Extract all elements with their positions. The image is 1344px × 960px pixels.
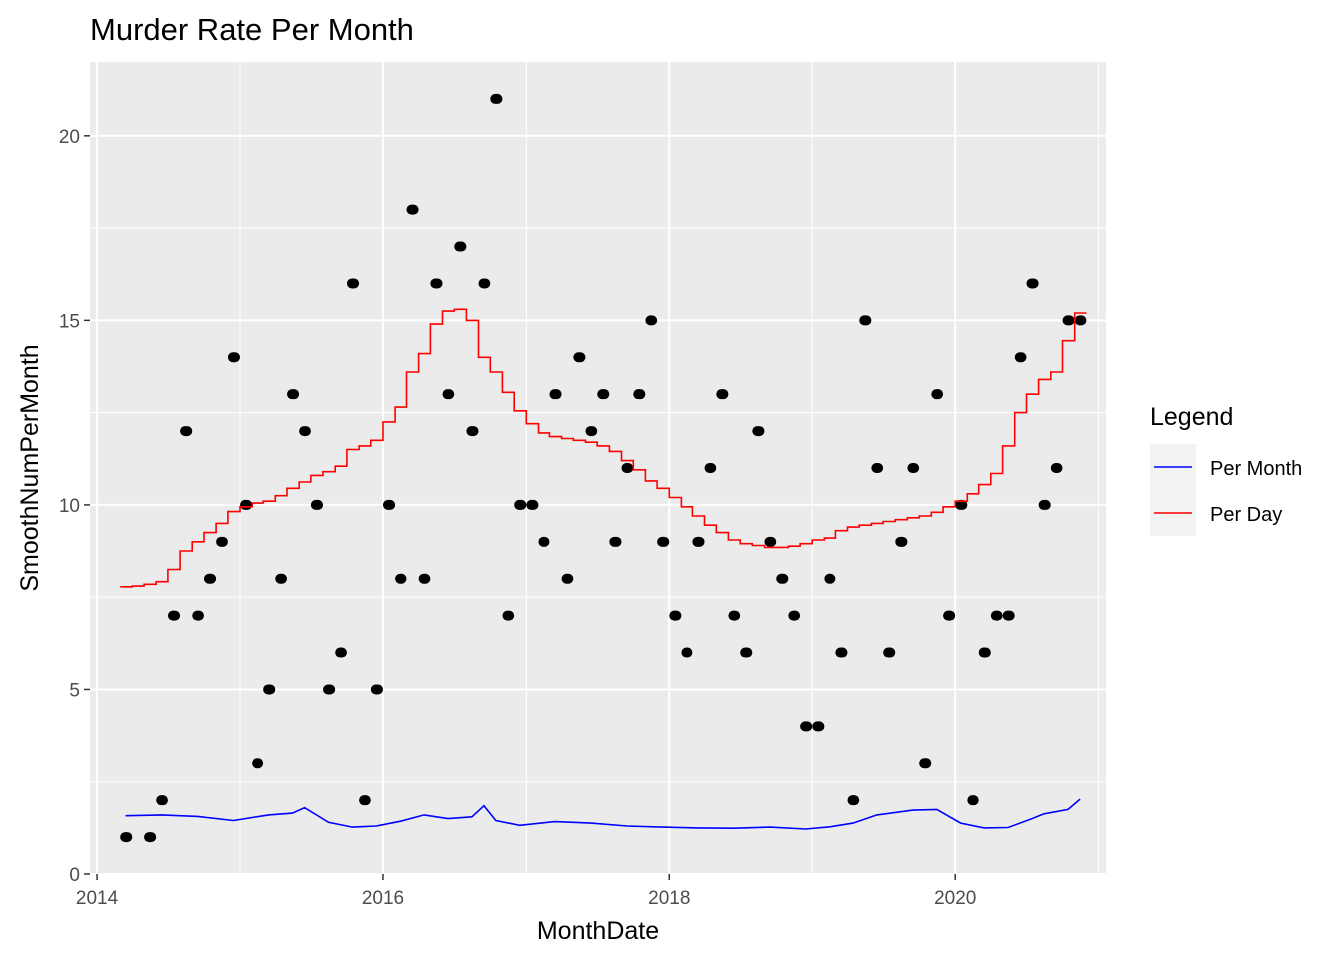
- series-line-per-month: [125, 798, 1081, 830]
- x-tick-label: 2016: [362, 888, 404, 909]
- y-tick-label: 10: [59, 496, 80, 517]
- x-tick-label: 2018: [648, 888, 690, 909]
- x-tick-label: 2014: [76, 888, 119, 909]
- minor-gridlines: [90, 62, 1106, 874]
- y-tick-label: 5: [69, 680, 80, 701]
- legend-label-per-day: Per Day: [1210, 504, 1282, 526]
- legend: Legend Per Month Per Day: [1150, 403, 1302, 536]
- y-axis: 0 5 10 15 20: [59, 127, 90, 886]
- series-line-per-day: [120, 308, 1087, 588]
- y-tick-label: 15: [59, 311, 80, 332]
- y-tick-label: 20: [59, 127, 80, 148]
- legend-label-per-month: Per Month: [1210, 458, 1302, 480]
- chart-title: Murder Rate Per Month: [90, 12, 414, 47]
- legend-title: Legend: [1150, 403, 1233, 431]
- x-axis: 2014 2016 2018 2020: [76, 874, 976, 909]
- y-tick-label: 0: [69, 865, 80, 886]
- major-gridlines: [90, 62, 1106, 875]
- points-layer: [120, 93, 1087, 843]
- y-axis-title: SmoothNumPerMonth: [16, 344, 44, 591]
- plot-panel: [90, 62, 1106, 874]
- x-tick-label: 2020: [934, 888, 976, 909]
- x-axis-title: MonthDate: [537, 917, 659, 945]
